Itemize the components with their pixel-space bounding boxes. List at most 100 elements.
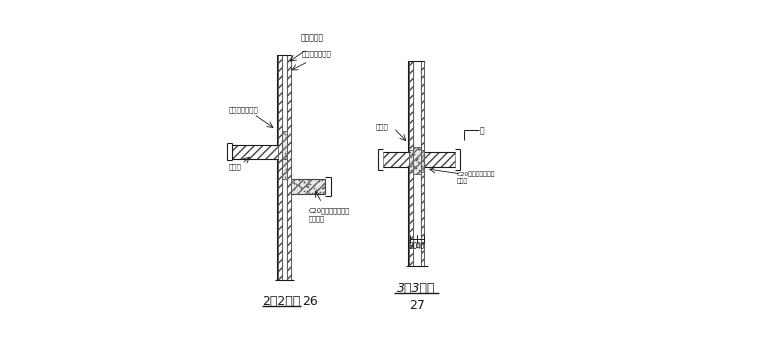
Point bbox=[280, 148, 293, 153]
Text: 聚合物抗裂砂浆: 聚合物抗裂砂浆 bbox=[228, 107, 258, 113]
Point bbox=[279, 175, 291, 180]
Point bbox=[288, 180, 300, 186]
Point bbox=[316, 177, 328, 183]
Point bbox=[293, 182, 305, 188]
Bar bbox=[413, 147, 420, 174]
Bar bbox=[277, 55, 282, 280]
Point bbox=[417, 159, 429, 164]
Point bbox=[301, 188, 313, 193]
Point bbox=[406, 152, 418, 157]
Point bbox=[413, 167, 425, 173]
Point bbox=[412, 147, 424, 152]
Point bbox=[410, 156, 423, 162]
Bar bbox=[282, 131, 287, 159]
Point bbox=[317, 185, 329, 191]
Point bbox=[302, 182, 315, 187]
Point bbox=[404, 154, 416, 160]
Point bbox=[312, 187, 324, 192]
Point bbox=[295, 185, 307, 191]
Text: C20聚苯乙烯泡沫板: C20聚苯乙烯泡沫板 bbox=[309, 207, 350, 214]
Point bbox=[302, 184, 314, 190]
Point bbox=[278, 145, 290, 151]
Point bbox=[278, 155, 290, 160]
Bar bbox=[282, 159, 287, 179]
Point bbox=[299, 189, 311, 194]
Point bbox=[407, 163, 420, 169]
Point bbox=[314, 189, 326, 195]
Point bbox=[312, 178, 325, 183]
Point bbox=[302, 181, 315, 186]
Point bbox=[413, 147, 425, 152]
Bar bbox=[420, 150, 424, 172]
Point bbox=[410, 155, 423, 160]
Bar bbox=[291, 179, 325, 194]
Point bbox=[298, 179, 310, 184]
Point bbox=[280, 134, 292, 139]
Point bbox=[405, 163, 417, 168]
Point bbox=[278, 150, 290, 155]
Point bbox=[278, 163, 290, 168]
Point bbox=[302, 177, 314, 183]
Point bbox=[303, 186, 315, 192]
Point bbox=[405, 168, 417, 173]
Point bbox=[414, 146, 426, 151]
Text: 附加层: 附加层 bbox=[457, 179, 467, 184]
Bar bbox=[232, 145, 277, 159]
Bar bbox=[291, 179, 325, 194]
Text: 40: 40 bbox=[415, 242, 425, 251]
Text: 填缝处理: 填缝处理 bbox=[309, 216, 325, 222]
Point bbox=[409, 165, 421, 170]
Point bbox=[416, 168, 429, 173]
Text: 26: 26 bbox=[302, 295, 318, 308]
Point bbox=[306, 190, 318, 195]
Bar bbox=[409, 61, 413, 266]
Point bbox=[280, 168, 293, 174]
Point bbox=[318, 181, 330, 186]
Point bbox=[293, 177, 305, 183]
Point bbox=[404, 163, 416, 169]
Point bbox=[280, 160, 292, 165]
Bar bbox=[282, 131, 287, 159]
Point bbox=[418, 161, 430, 166]
Point bbox=[309, 185, 321, 191]
Point bbox=[279, 131, 291, 137]
Text: C20防水层三道做法: C20防水层三道做法 bbox=[457, 171, 495, 177]
Bar bbox=[282, 159, 287, 179]
Bar bbox=[409, 150, 413, 172]
Bar bbox=[420, 150, 424, 172]
Point bbox=[404, 150, 416, 155]
Point bbox=[277, 144, 289, 149]
Point bbox=[415, 150, 427, 155]
Text: 土木架: 土木架 bbox=[376, 123, 388, 130]
Text: 土木架: 土木架 bbox=[228, 163, 241, 170]
Point bbox=[278, 170, 290, 176]
Point bbox=[411, 170, 423, 176]
Point bbox=[277, 131, 290, 136]
Point bbox=[417, 152, 429, 157]
Point bbox=[287, 191, 299, 197]
Point bbox=[406, 159, 418, 164]
Bar bbox=[413, 147, 420, 174]
Point bbox=[290, 181, 302, 187]
Point bbox=[277, 170, 289, 176]
Point bbox=[410, 157, 422, 162]
Point bbox=[316, 185, 328, 191]
Point bbox=[303, 191, 315, 196]
Point bbox=[415, 163, 427, 169]
Point bbox=[298, 179, 310, 184]
Point bbox=[300, 183, 312, 188]
Point bbox=[277, 137, 289, 143]
Bar bbox=[409, 150, 413, 172]
Point bbox=[308, 183, 320, 188]
Text: 2－2剖面: 2－2剖面 bbox=[262, 295, 300, 308]
Text: 卧: 卧 bbox=[480, 127, 484, 136]
Point bbox=[280, 166, 292, 172]
Point bbox=[277, 158, 289, 163]
Text: 满涂界面处理剂: 满涂界面处理剂 bbox=[302, 51, 331, 57]
Point bbox=[295, 184, 307, 190]
Text: 80: 80 bbox=[408, 242, 418, 251]
Point bbox=[301, 184, 313, 189]
Point bbox=[407, 151, 420, 156]
Bar bbox=[383, 152, 409, 167]
Point bbox=[318, 185, 331, 190]
